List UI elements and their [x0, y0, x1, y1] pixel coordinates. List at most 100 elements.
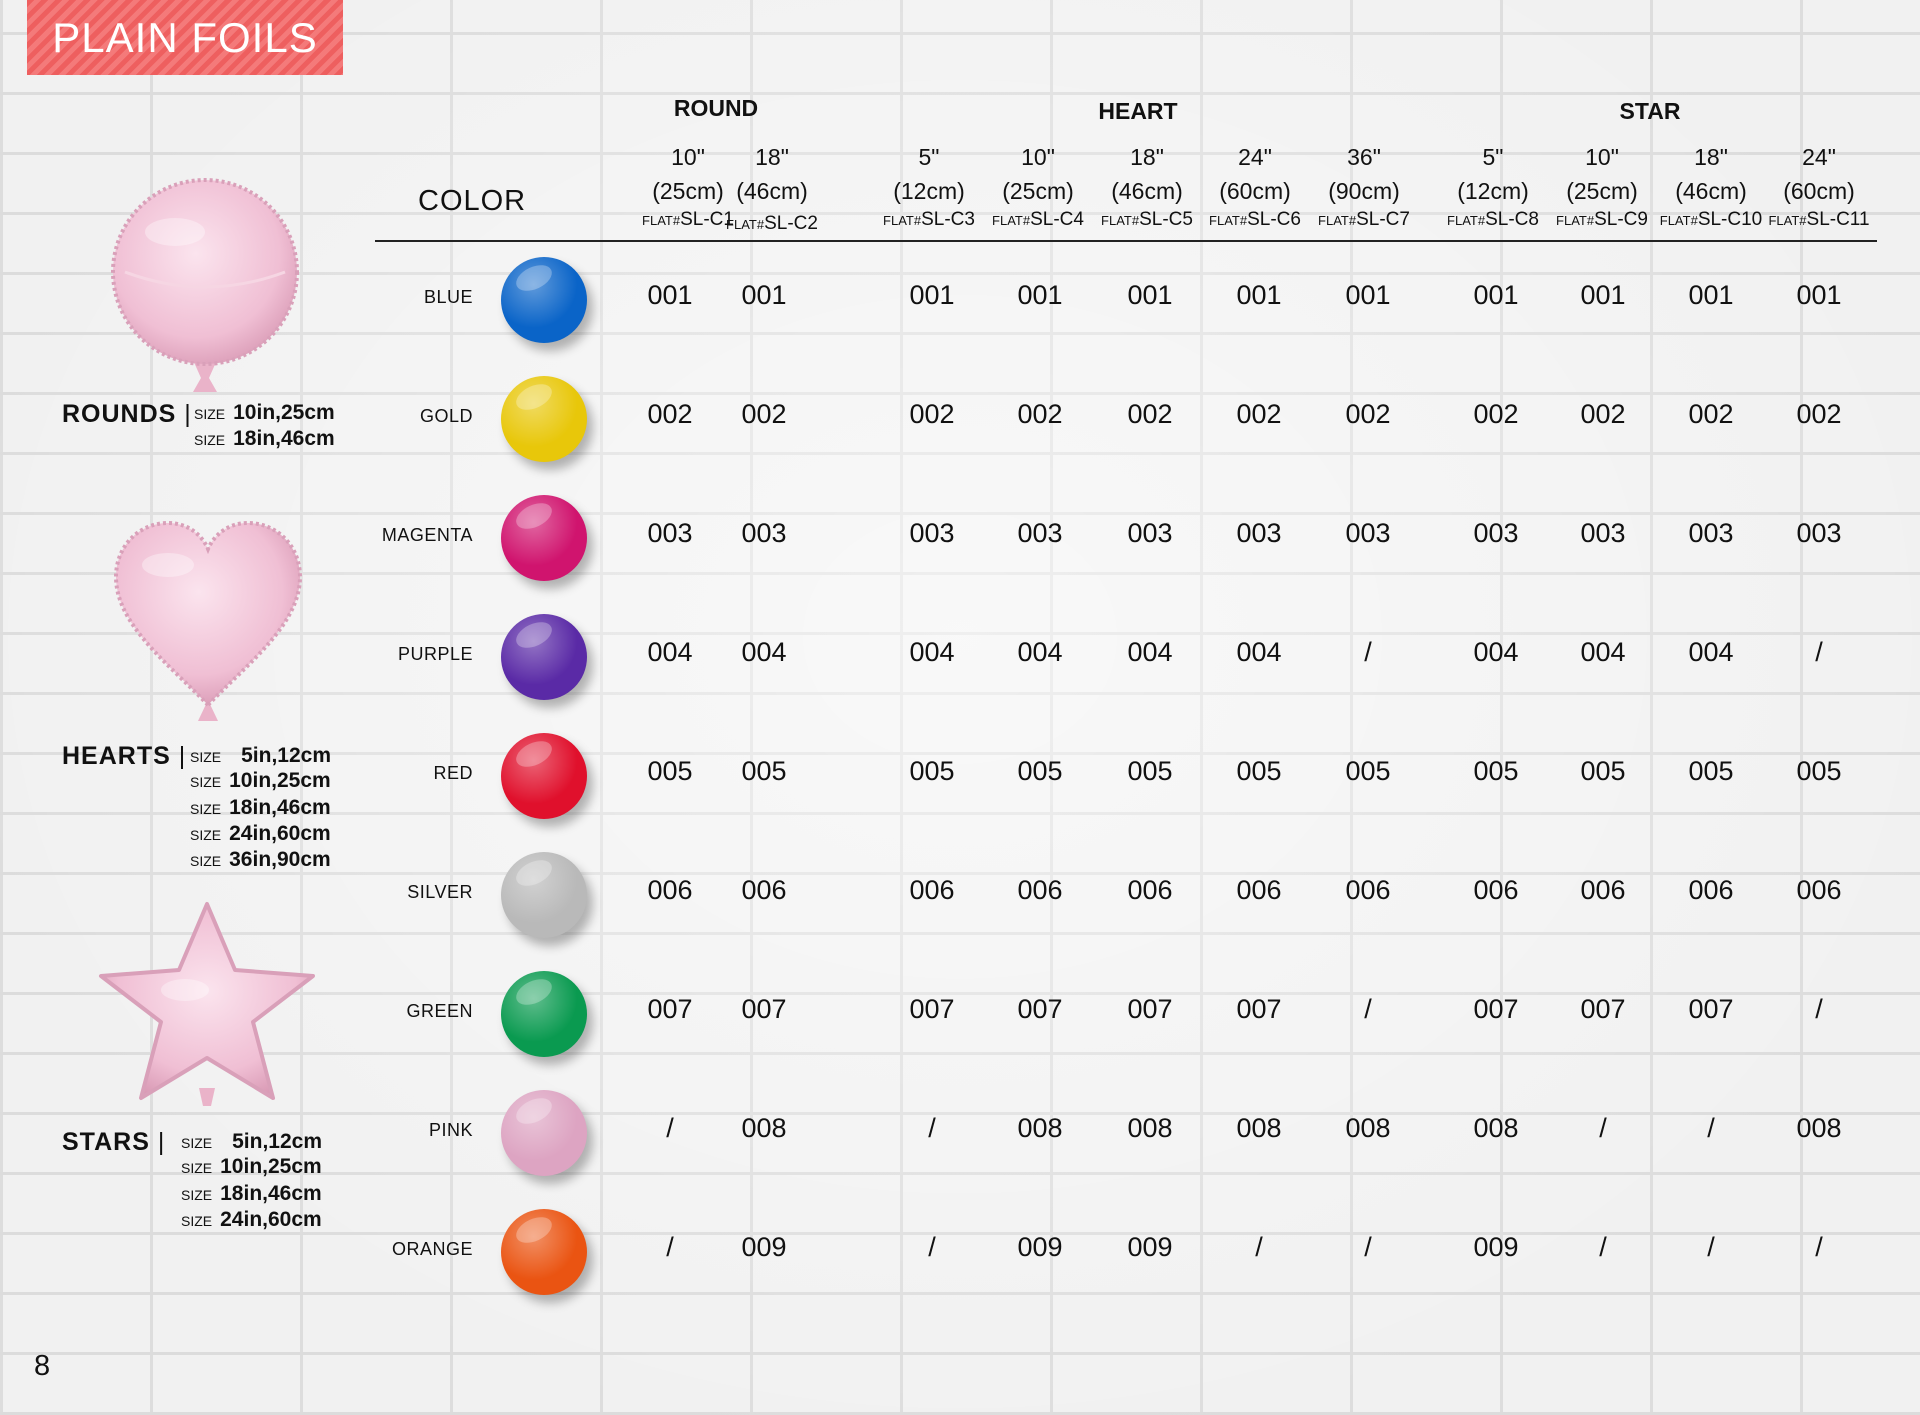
- column-size-inch: 5": [918, 144, 940, 170]
- table-cell: 003: [1796, 518, 1842, 548]
- column-code: FLAT#SL-C2: [720, 212, 824, 237]
- table-cell: 003: [1580, 518, 1626, 548]
- code-prefix: FLAT#: [1209, 213, 1248, 228]
- code-value: SL-C2: [764, 213, 818, 234]
- table-cell: 006: [909, 875, 955, 905]
- table-cell: 009: [741, 1232, 787, 1262]
- size-value: 18in,46cm: [229, 796, 331, 819]
- table-cell: /: [1364, 1232, 1372, 1262]
- product-label-stars: STARS |: [62, 1128, 165, 1157]
- table-cell: 003: [1688, 518, 1734, 548]
- code-prefix: FLAT#: [1318, 213, 1357, 228]
- table-cell: 007: [1473, 994, 1519, 1024]
- size-value: 10in,25cm: [220, 1155, 322, 1178]
- column-size-cm: (46cm): [1111, 178, 1183, 204]
- table-cell: 008: [1796, 1113, 1842, 1143]
- column-code: FLAT#SL-C9: [1550, 208, 1654, 233]
- separator: |: [178, 742, 187, 770]
- column-size-cm: (12cm): [893, 178, 965, 204]
- header-divider: [375, 240, 1877, 242]
- table-cell: 003: [909, 518, 955, 548]
- table-cell: 005: [909, 756, 955, 786]
- code-value: SL-C1: [680, 209, 734, 230]
- column-header: 18" (46cm) FLAT#SL-C10: [1659, 140, 1763, 233]
- color-name: BLUE: [423, 287, 473, 307]
- table-cell: 004: [1236, 637, 1282, 667]
- code-prefix: FLAT#: [726, 217, 765, 232]
- column-code: FLAT#SL-C6: [1203, 208, 1307, 233]
- table-cell: /: [1815, 994, 1823, 1024]
- table-cell: 001: [1127, 280, 1173, 310]
- table-cell: /: [1707, 1113, 1715, 1143]
- table-cell: /: [1707, 1232, 1715, 1262]
- table-cell: 004: [1688, 637, 1734, 667]
- table-cell: 005: [741, 756, 787, 786]
- product-name: STARS: [62, 1128, 150, 1156]
- size-line: SIZE 10in,25cm: [181, 1155, 322, 1179]
- table-cell: 004: [741, 637, 787, 667]
- table-cell: 001: [1580, 280, 1626, 310]
- code-prefix: FLAT#: [642, 213, 681, 228]
- table-cell: 001: [647, 280, 693, 310]
- code-value: SL-C10: [1697, 209, 1763, 230]
- column-header: 10" (25cm) FLAT#SL-C9: [1550, 140, 1654, 233]
- code-prefix: FLAT#: [1556, 213, 1595, 228]
- table-cell: 003: [1236, 518, 1282, 548]
- column-size-inch: 24": [1802, 144, 1836, 170]
- size-word: SIZE: [194, 432, 226, 448]
- column-size-inch: 10": [1585, 144, 1619, 170]
- column-size-inch: 24": [1238, 144, 1272, 170]
- color-name: PURPLE: [397, 644, 473, 664]
- table-cell: 006: [1345, 875, 1391, 905]
- table-cell: /: [1255, 1232, 1263, 1262]
- table-cell: /: [928, 1232, 936, 1262]
- table-cell: 006: [1017, 875, 1063, 905]
- table-cell: 003: [1345, 518, 1391, 548]
- table-cell: 005: [1580, 756, 1626, 786]
- table-cell: /: [1364, 637, 1372, 667]
- size-word: SIZE: [190, 827, 222, 843]
- table-cell: 004: [1127, 637, 1173, 667]
- table-cell: 006: [1796, 875, 1842, 905]
- color-swatch: [501, 1090, 587, 1176]
- table-cell: /: [928, 1113, 936, 1143]
- size-line: SIZE 5in,12cm: [181, 1130, 322, 1154]
- table-cell: 006: [1236, 875, 1282, 905]
- column-size-inch: 18": [1130, 144, 1164, 170]
- column-size-cm: (46cm): [1675, 178, 1747, 204]
- table-cell: 004: [1473, 637, 1519, 667]
- color-name: MAGENTA: [381, 525, 473, 545]
- code-value: SL-C6: [1247, 209, 1301, 230]
- size-line: SIZE 18in,46cm: [190, 796, 331, 820]
- table-cell: 002: [1236, 399, 1282, 429]
- column-size-cm: (12cm): [1457, 178, 1529, 204]
- group-heading-heart: HEART: [1098, 98, 1178, 124]
- size-word: SIZE: [190, 801, 222, 817]
- table-cell: 001: [1017, 280, 1063, 310]
- table-cell: 006: [1580, 875, 1626, 905]
- table-cell: 006: [1688, 875, 1734, 905]
- column-code: FLAT#SL-C10: [1659, 208, 1763, 233]
- table-cell: 004: [1017, 637, 1063, 667]
- code-value: SL-C7: [1356, 209, 1410, 230]
- table-cell: 008: [1236, 1113, 1282, 1143]
- column-size-cm: (60cm): [1219, 178, 1291, 204]
- table-cell: 004: [1580, 637, 1626, 667]
- table-cell: 007: [1580, 994, 1626, 1024]
- table-cell: 005: [1236, 756, 1282, 786]
- column-code: FLAT#SL-C8: [1441, 208, 1545, 233]
- table-cell: 007: [1127, 994, 1173, 1024]
- size-line: SIZE 18in,46cm: [181, 1182, 322, 1206]
- product-label-rounds: ROUNDS |: [62, 400, 192, 429]
- color-swatch: [501, 614, 587, 700]
- column-header: 36" (90cm) FLAT#SL-C7: [1312, 140, 1416, 233]
- color-name: SILVER: [407, 882, 473, 902]
- column-header: 5" (12cm) FLAT#SL-C8: [1441, 140, 1545, 233]
- color-column-header: COLOR: [418, 185, 527, 217]
- size-value: 24in,60cm: [229, 822, 331, 845]
- size-line: SIZE 10in,25cm: [194, 401, 335, 425]
- table-cell: 002: [647, 399, 693, 429]
- column-code: FLAT#SL-C11: [1767, 208, 1871, 233]
- column-size-cm: (46cm): [736, 178, 808, 204]
- table-cell: 004: [909, 637, 955, 667]
